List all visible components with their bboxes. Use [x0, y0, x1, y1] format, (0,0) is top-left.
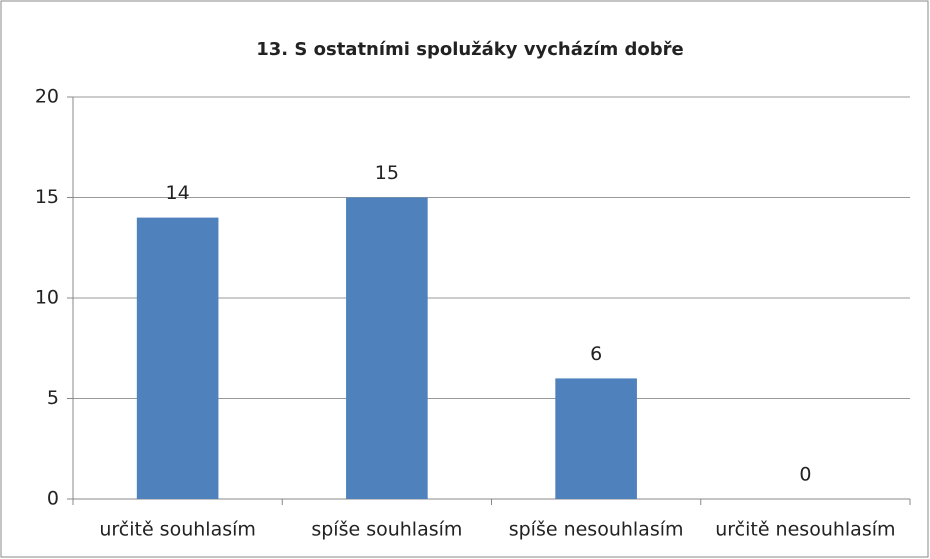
data-label: 0 — [799, 464, 811, 486]
y-tick-label: 0 — [47, 488, 59, 510]
x-tick-label: určitě nesouhlasím — [715, 519, 895, 541]
y-tick-label: 10 — [35, 287, 59, 309]
chart-title: 13. S ostatními spolužáky vycházím dobře — [256, 39, 684, 60]
data-label: 6 — [590, 343, 602, 365]
data-label: 15 — [375, 162, 399, 184]
y-tick-label: 20 — [35, 86, 59, 108]
x-tick-label: určitě souhlasím — [99, 519, 256, 541]
bar — [555, 378, 637, 499]
y-tick-label: 15 — [35, 186, 59, 208]
data-label: 14 — [166, 182, 190, 204]
x-tick-label: spíše souhlasím — [311, 519, 462, 541]
bar — [346, 197, 428, 499]
x-tick-label: spíše nesouhlasím — [509, 519, 684, 541]
y-tick-label: 5 — [47, 387, 59, 409]
bar — [136, 217, 219, 499]
